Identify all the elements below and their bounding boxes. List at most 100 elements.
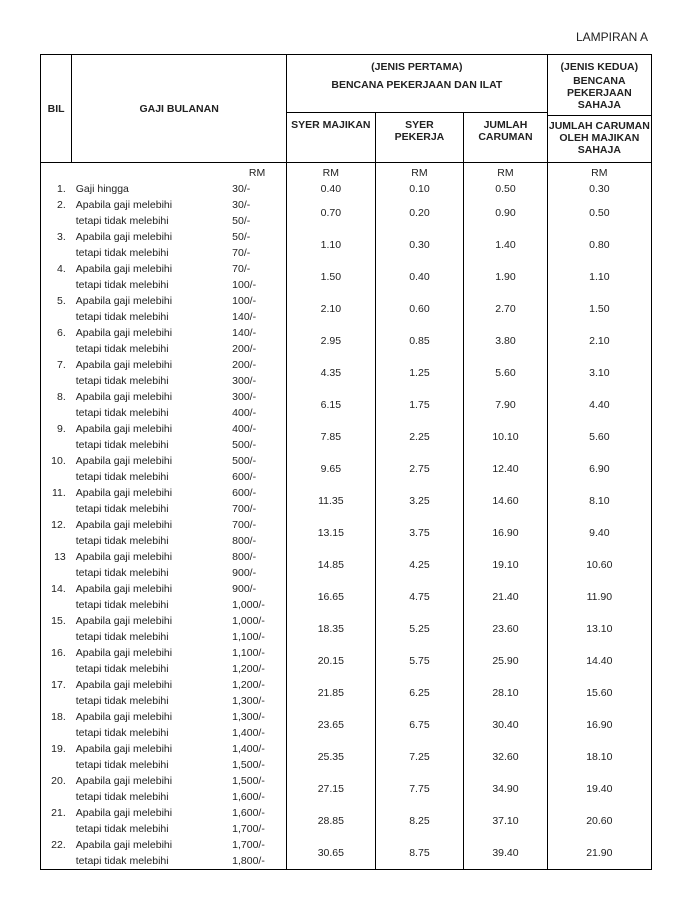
row-syer-majikan: 13.15 xyxy=(287,517,376,549)
row-syer-majikan: 21.85 xyxy=(287,677,376,709)
row-range-to: 140/- xyxy=(228,309,286,325)
row-range-to: 400/- xyxy=(228,405,286,421)
row-num: 16. xyxy=(41,645,72,677)
table-row: 14.Apabila gaji melebihi900/-16.654.7521… xyxy=(41,581,652,597)
row-range-to: 1,000/- xyxy=(228,597,286,613)
row-num: 17. xyxy=(41,677,72,709)
row-jumlah-caruman: 30.40 xyxy=(464,709,547,741)
row-desc-line2: tetapi tidak melebihi xyxy=(72,405,228,421)
row-desc-line1: Apabila gaji melebihi xyxy=(72,773,228,789)
jenis2-top: (JENIS KEDUA) xyxy=(552,61,647,73)
row-desc-line2: tetapi tidak melebihi xyxy=(72,821,228,837)
row-desc-line1: Apabila gaji melebihi xyxy=(72,197,228,213)
row-jumlah-majikan: 11.90 xyxy=(547,581,651,613)
row-syer-pekerja: 0.30 xyxy=(375,229,464,261)
appendix-label: LAMPIRAN A xyxy=(40,30,652,44)
row-jumlah-majikan: 9.40 xyxy=(547,517,651,549)
row-jumlah-caruman: 12.40 xyxy=(464,453,547,485)
row-range-to: 300/- xyxy=(228,373,286,389)
row-range-from: 1,700/- xyxy=(228,837,286,853)
row-range-to: 500/- xyxy=(228,437,286,453)
rm-label: RM xyxy=(375,163,464,182)
table-row: 13Apabila gaji melebihi800/-14.854.2519.… xyxy=(41,549,652,565)
row-range-from: 50/- xyxy=(228,229,286,245)
row-desc-line1: Apabila gaji melebihi xyxy=(72,741,228,757)
row-desc-line1: Apabila gaji melebihi xyxy=(72,421,228,437)
row-jumlah-caruman: 39.40 xyxy=(464,837,547,870)
row-desc-line1: Apabila gaji melebihi xyxy=(72,389,228,405)
rm-label: RM xyxy=(547,163,651,182)
row-jumlah-majikan: 0.80 xyxy=(547,229,651,261)
rm-label: RM xyxy=(228,163,286,182)
table-row: 17.Apabila gaji melebihi1,200/-21.856.25… xyxy=(41,677,652,693)
jenis1-sub: BENCANA PEKERJAAN DAN ILAT xyxy=(291,79,543,91)
row-num: 13 xyxy=(41,549,72,581)
row-jumlah-caruman: 23.60 xyxy=(464,613,547,645)
row-desc-line2: tetapi tidak melebihi xyxy=(72,597,228,613)
row-desc-line1: Apabila gaji melebihi xyxy=(72,453,228,469)
row-desc-line2: tetapi tidak melebihi xyxy=(72,213,228,229)
row-range-to: 800/- xyxy=(228,533,286,549)
row-num: 20. xyxy=(41,773,72,805)
row-jumlah-majikan: 8.10 xyxy=(547,485,651,517)
table-row: 7.Apabila gaji melebihi200/-4.351.255.60… xyxy=(41,357,652,373)
row-desc-line1: Apabila gaji melebihi xyxy=(72,645,228,661)
row-desc-line1: Apabila gaji melebihi xyxy=(72,357,228,373)
table-row: 11.Apabila gaji melebihi600/-11.353.2514… xyxy=(41,485,652,501)
row-jumlah-majikan: 3.10 xyxy=(547,357,651,389)
row-jumlah-majikan: 21.90 xyxy=(547,837,651,870)
row-range-to: 1,100/- xyxy=(228,629,286,645)
row-range-from: 1,000/- xyxy=(228,613,286,629)
row-jumlah-caruman: 21.40 xyxy=(464,581,547,613)
row-range-to: 200/- xyxy=(228,341,286,357)
col-syer-pekerja-header: SYER PEKERJA xyxy=(375,113,464,163)
row-jumlah-majikan: 15.60 xyxy=(547,677,651,709)
row-range-to: 1,300/- xyxy=(228,693,286,709)
row-desc-line1: Apabila gaji melebihi xyxy=(72,837,228,853)
row-range-from: 800/- xyxy=(228,549,286,565)
row-num: 19. xyxy=(41,741,72,773)
row-desc-line1: Apabila gaji melebihi xyxy=(72,549,228,565)
row-syer-majikan: 2.10 xyxy=(287,293,376,325)
row-jumlah-caruman: 7.90 xyxy=(464,389,547,421)
row-jumlah-majikan: 10.60 xyxy=(547,549,651,581)
row-range-to: 1,400/- xyxy=(228,725,286,741)
row-jumlah-majikan: 1.10 xyxy=(547,261,651,293)
col-bil-header: BIL xyxy=(41,55,72,163)
row-syer-majikan: 0.70 xyxy=(287,197,376,229)
row-range: 30/- xyxy=(228,181,286,197)
rm-label: RM xyxy=(287,163,376,182)
table-row: 4.Apabila gaji melebihi70/-1.500.401.901… xyxy=(41,261,652,277)
row-jumlah-caruman: 32.60 xyxy=(464,741,547,773)
col-jumlah-majikan-header: JUMLAH CARUMAN OLEH MAJIKAN SAHAJA xyxy=(548,115,651,156)
row-num: 12. xyxy=(41,517,72,549)
row-syer-pekerja: 6.75 xyxy=(375,709,464,741)
row-range-from: 1,600/- xyxy=(228,805,286,821)
row-range-from: 30/- xyxy=(228,197,286,213)
row-jumlah-majikan: 0.30 xyxy=(547,181,651,197)
row-num: 9. xyxy=(41,421,72,453)
row-syer-majikan: 1.50 xyxy=(287,261,376,293)
table-row: 15.Apabila gaji melebihi1,000/-18.355.25… xyxy=(41,613,652,629)
row-range-from: 140/- xyxy=(228,325,286,341)
row-num: 2. xyxy=(41,197,72,229)
row-syer-majikan: 4.35 xyxy=(287,357,376,389)
row-jumlah-caruman: 3.80 xyxy=(464,325,547,357)
row-num: 1. xyxy=(41,181,72,197)
row-syer-majikan: 0.40 xyxy=(287,181,376,197)
row-jumlah-majikan: 20.60 xyxy=(547,805,651,837)
table-row: 3.Apabila gaji melebihi50/-1.100.301.400… xyxy=(41,229,652,245)
row-syer-pekerja: 4.75 xyxy=(375,581,464,613)
row-jumlah-majikan: 14.40 xyxy=(547,645,651,677)
col-syer-majikan-header: SYER MAJIKAN xyxy=(287,113,376,163)
row-range-from: 1,500/- xyxy=(228,773,286,789)
row-syer-majikan: 28.85 xyxy=(287,805,376,837)
table-row: 19.Apabila gaji melebihi1,400/-25.357.25… xyxy=(41,741,652,757)
row-range-from: 70/- xyxy=(228,261,286,277)
row-range-to: 700/- xyxy=(228,501,286,517)
row-range-to: 70/- xyxy=(228,245,286,261)
row-num: 8. xyxy=(41,389,72,421)
row-jumlah-majikan: 6.90 xyxy=(547,453,651,485)
row-jumlah-caruman: 2.70 xyxy=(464,293,547,325)
row-syer-pekerja: 0.60 xyxy=(375,293,464,325)
